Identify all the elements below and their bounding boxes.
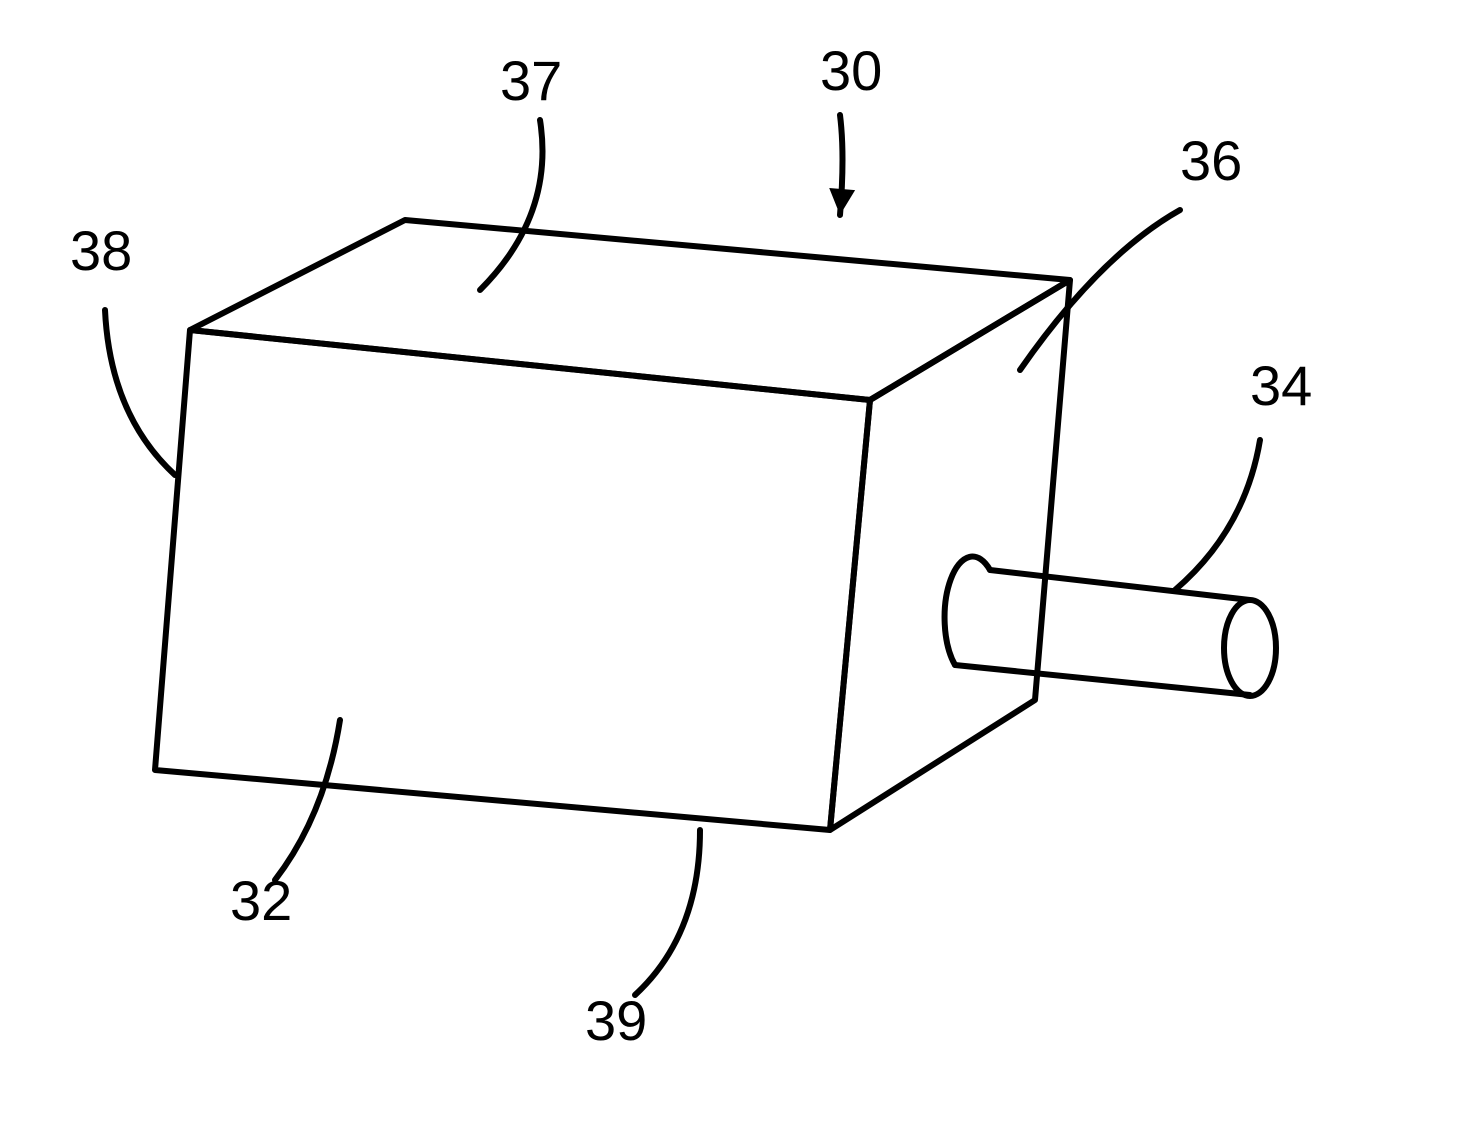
leader-37 bbox=[480, 120, 543, 290]
ref-label-34: 34 bbox=[1250, 354, 1312, 417]
ref-label-38: 38 bbox=[70, 219, 132, 282]
drawing-layer bbox=[155, 220, 1276, 830]
shaft-end-cap bbox=[1224, 600, 1276, 696]
shaft-top-edge bbox=[990, 570, 1250, 600]
leader-34 bbox=[1175, 440, 1260, 590]
leader-36 bbox=[1020, 210, 1180, 370]
leader-38 bbox=[105, 310, 175, 475]
box-front-face bbox=[155, 330, 870, 830]
ref-label-36: 36 bbox=[1180, 129, 1242, 192]
ref-label-32: 32 bbox=[230, 869, 292, 932]
shaft-base-arc bbox=[945, 557, 990, 665]
patent-figure: 30 37 36 38 34 32 39 bbox=[0, 0, 1461, 1139]
ref-label-37: 37 bbox=[500, 49, 562, 112]
ref-label-30: 30 bbox=[820, 39, 882, 102]
leader-arrowhead bbox=[829, 188, 855, 215]
ref-label-39: 39 bbox=[585, 989, 647, 1052]
shaft-bottom-edge bbox=[955, 665, 1250, 695]
leader-32 bbox=[275, 720, 340, 880]
leader-39 bbox=[635, 830, 700, 995]
box-right-face bbox=[830, 280, 1070, 830]
